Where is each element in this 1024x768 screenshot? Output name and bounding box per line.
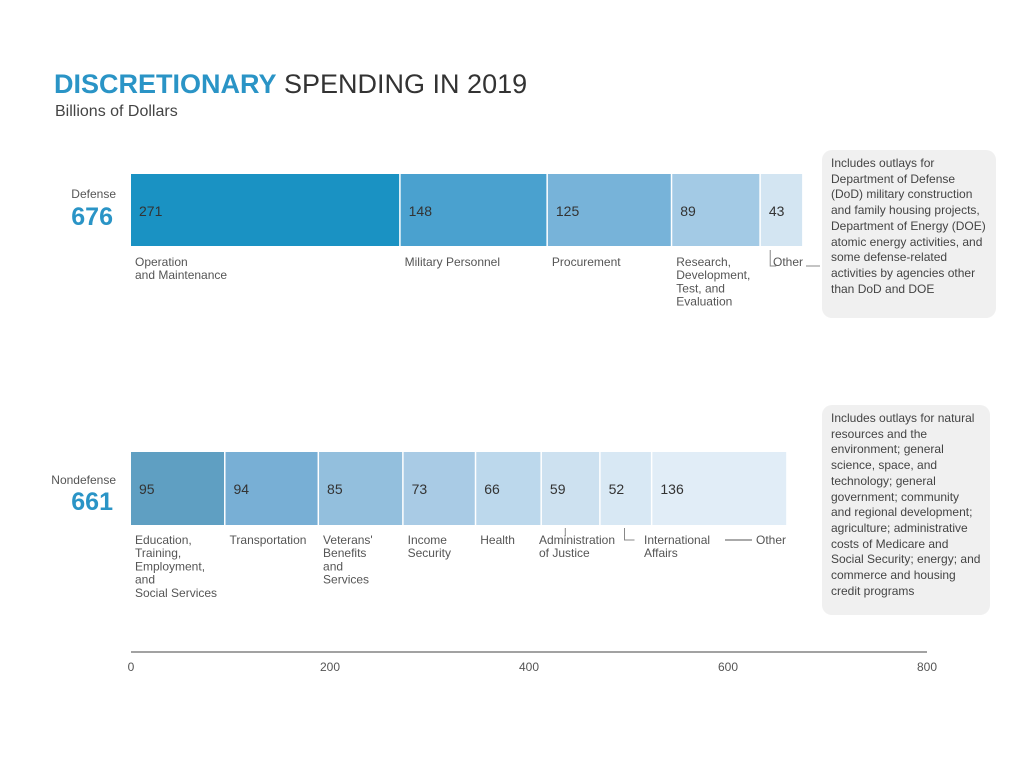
chart-title-rest: SPENDING IN 2019	[284, 69, 528, 99]
defense-category-label: Operation and Maintenance	[135, 255, 227, 282]
defense-category-label: Other	[773, 255, 803, 269]
nondefense-group-label: Nondefense	[51, 473, 116, 487]
nondefense-value-label: 59	[550, 481, 566, 497]
chart-subtitle: Billions of Dollars	[55, 103, 178, 120]
defense-bar-segment	[131, 174, 400, 246]
defense-other-connector	[769, 250, 777, 267]
nondefense-bar-segment	[225, 452, 318, 525]
defense-value-label: 271	[139, 203, 163, 219]
nondefense-value-label: 94	[234, 481, 250, 497]
nondefense-category-label: International Affairs	[644, 533, 710, 560]
defense-bar-segment	[400, 174, 547, 246]
x-axis-tick-label: 200	[320, 660, 340, 674]
nondefense-bar-segment	[600, 452, 651, 525]
defense-bar-segment	[547, 174, 671, 246]
nondefense-total: 661	[71, 488, 113, 516]
nondefense-category-label: Education, Training, Employment, and Social …	[135, 533, 217, 600]
nondefense-category-label: Income Security	[408, 533, 451, 560]
defense-value-label: 148	[409, 203, 433, 219]
nondefense-value-label: 73	[412, 481, 428, 497]
nondefense-note: Includes outlays for natural resources a…	[822, 405, 990, 615]
nondefense-category-label: Other	[756, 533, 786, 547]
nondefense-bar-segment	[403, 452, 475, 525]
x-axis-tick-label: 600	[718, 660, 738, 674]
defense-group-label: Defense	[71, 187, 116, 201]
nondefense-bar-segment	[476, 452, 541, 525]
x-axis-tick-label: 0	[128, 660, 135, 674]
defense-note: Includes outlays for Department of Defen…	[822, 150, 996, 318]
x-axis-tick-label: 400	[519, 660, 539, 674]
nondefense-value-label: 95	[139, 481, 155, 497]
nondefense-value-label: 85	[327, 481, 343, 497]
chart-title: DISCRETIONARY SPENDING IN 2019	[54, 68, 527, 100]
nondefense-category-label: Transportation	[230, 533, 307, 547]
nondefense-value-label: 136	[660, 481, 684, 497]
defense-value-label: 125	[556, 203, 580, 219]
defense-category-label: Research, Development, Test, and Evaluation	[676, 255, 750, 309]
defense-total: 676	[71, 203, 113, 231]
nondefense-bar-segment	[319, 452, 403, 525]
nondefense-bar-segment	[131, 452, 225, 525]
nondefense-international-connector	[624, 528, 635, 541]
nondefense-value-label: 66	[484, 481, 500, 497]
nondefense-bar-segment	[541, 452, 600, 525]
defense-category-label: Military Personnel	[405, 255, 500, 269]
nondefense-bar-segment	[652, 452, 787, 525]
nondefense-category-label: Health	[480, 533, 515, 547]
nondefense-category-label: Administration of Justice	[539, 533, 615, 560]
nondefense-value-label: 52	[609, 481, 625, 497]
defense-category-label: Procurement	[552, 255, 621, 269]
defense-bar-segment	[760, 174, 803, 246]
nondefense-category-label: Veterans' Benefits and Services	[323, 533, 373, 587]
defense-value-label: 89	[680, 203, 696, 219]
defense-value-label: 43	[769, 203, 785, 219]
x-axis-tick-label: 800	[917, 660, 937, 674]
chart-title-highlight: DISCRETIONARY	[54, 69, 277, 99]
defense-bar-segment	[672, 174, 760, 246]
